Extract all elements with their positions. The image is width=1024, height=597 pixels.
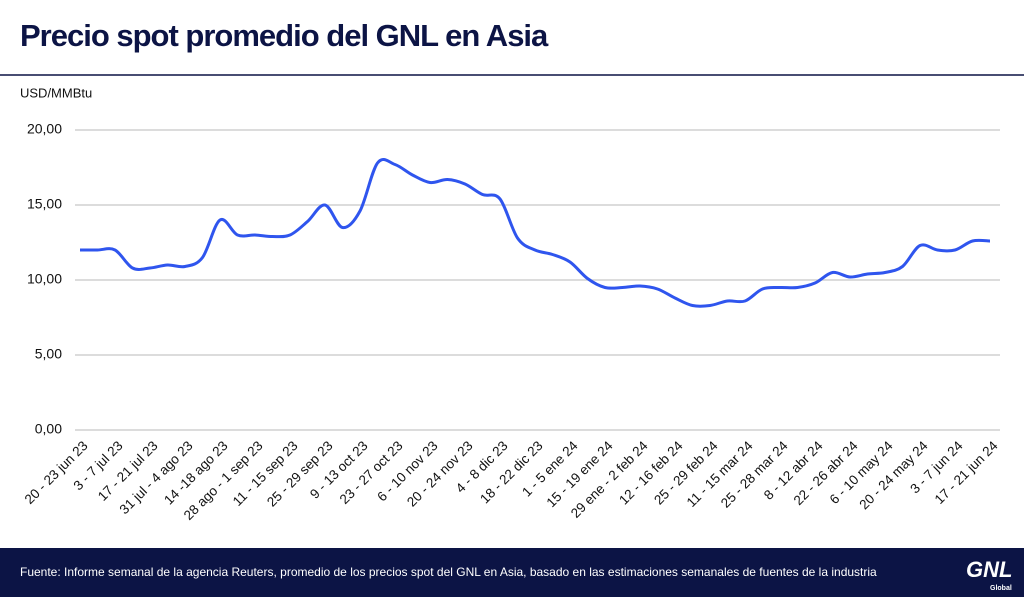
y-axis-label: USD/MMBtu	[20, 85, 92, 100]
y-tick-label: 20,00	[27, 121, 62, 137]
chart-title: Precio spot promedio del GNL en Asia	[20, 18, 549, 53]
y-tick-label: 5,00	[35, 346, 62, 362]
logo: GNL	[966, 557, 1012, 582]
source-note: Fuente: Informe semanal de la agencia Re…	[20, 565, 877, 579]
logo-sub: Global	[990, 585, 1012, 592]
y-tick-label: 10,00	[27, 271, 62, 287]
data-line	[79, 158, 991, 308]
y-tick-label: 15,00	[27, 196, 62, 212]
footer-band	[0, 548, 1024, 597]
x-tick-label: 17 - 21 jun 24	[932, 438, 1001, 507]
y-tick-label: 0,00	[35, 421, 62, 437]
